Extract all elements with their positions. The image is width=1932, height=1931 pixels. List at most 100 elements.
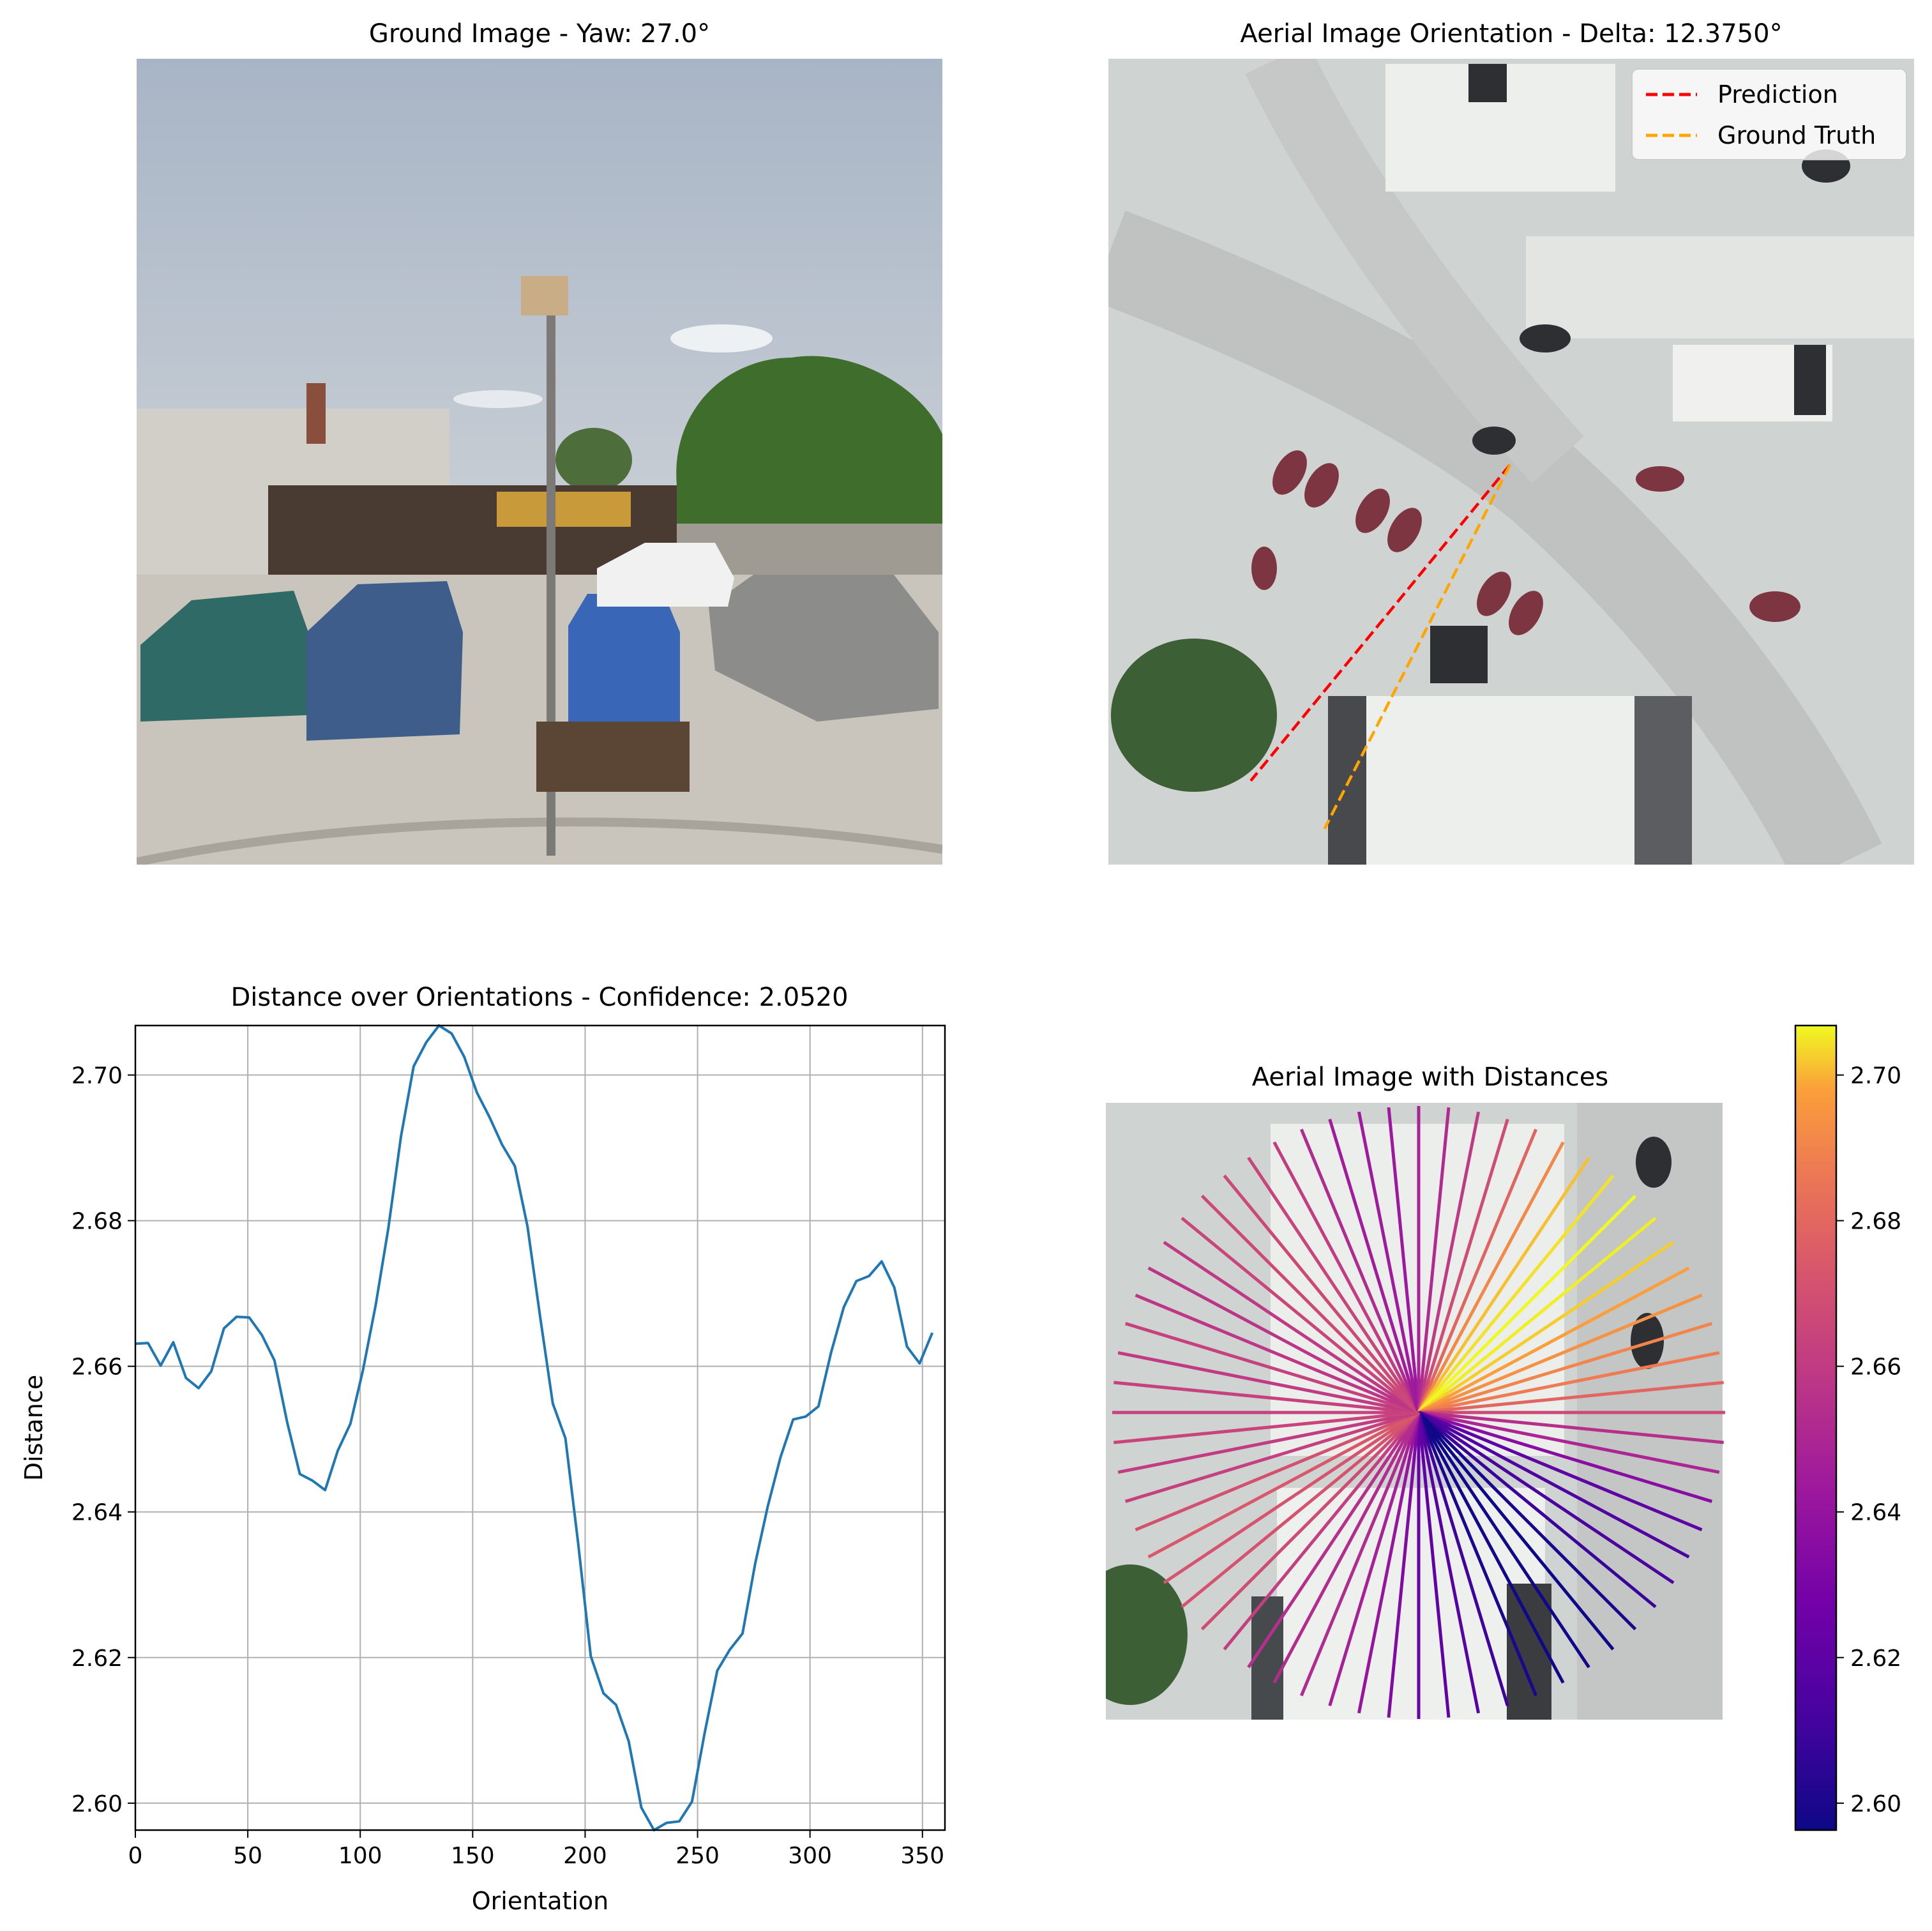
distance-ray xyxy=(1418,1411,1724,1444)
colorbar-gradient xyxy=(1794,1024,1838,1831)
car xyxy=(709,575,939,722)
distance-ray xyxy=(1418,1351,1720,1414)
distance-ray xyxy=(1418,1411,1720,1474)
car xyxy=(1794,345,1826,415)
tree xyxy=(1111,639,1277,792)
x-tick-label: 200 xyxy=(563,1843,607,1869)
distance-ray xyxy=(1417,1411,1615,1651)
car xyxy=(1355,488,1390,533)
distance-ray xyxy=(1417,1194,1637,1414)
car xyxy=(597,543,734,607)
colorbar-tick-label: 2.68 xyxy=(1850,1209,1901,1235)
distance-ray xyxy=(1417,1411,1690,1559)
distance-ray xyxy=(1181,1216,1420,1414)
road xyxy=(1245,59,1584,483)
bench xyxy=(536,722,690,792)
distance-ray xyxy=(1328,1412,1421,1707)
distance-ray xyxy=(1147,1411,1420,1559)
legend-box xyxy=(1631,68,1907,160)
car xyxy=(1749,591,1800,622)
x-tick-label: 50 xyxy=(233,1843,262,1869)
distance-ray xyxy=(1223,1174,1420,1414)
distance-ray xyxy=(1299,1412,1421,1697)
distance-ray xyxy=(1417,1412,1509,1707)
aerial-image-panel: Aerial Image Orientation - Delta: 12.375… xyxy=(1108,19,1914,865)
distance-ray xyxy=(1417,1174,1615,1414)
tree xyxy=(555,428,632,492)
car xyxy=(1636,466,1684,492)
radial-rays xyxy=(1112,1106,1725,1719)
distance-ray xyxy=(1387,1107,1421,1413)
y-axis-ticks: 2.60 2.62 2.64 2.66 2.68 2.70 xyxy=(72,1063,135,1817)
dark-lot xyxy=(1430,626,1488,683)
distance-ray xyxy=(1418,1322,1713,1414)
x-tick-label: 150 xyxy=(451,1843,495,1869)
distance-ray xyxy=(1417,1411,1657,1609)
lamp-head xyxy=(521,276,568,315)
distance-ray xyxy=(1223,1411,1420,1651)
distance-ray xyxy=(1417,1241,1675,1414)
parked-cars xyxy=(140,543,939,741)
x-axis-label: Orientation xyxy=(472,1887,609,1915)
ground-image-title: Ground Image - Yaw: 27.0° xyxy=(369,19,710,49)
store-sign xyxy=(497,492,631,527)
y-axis-label: Distance xyxy=(20,1375,48,1481)
car xyxy=(1472,427,1516,455)
distance-ray xyxy=(1417,1128,1538,1413)
colorbar: 2.60 2.62 2.64 2.66 2.68 2.70 xyxy=(1794,1024,1901,1831)
distance-ray xyxy=(1147,1266,1420,1414)
car xyxy=(1509,591,1543,635)
cloud xyxy=(453,390,543,408)
roof-shadow xyxy=(1634,696,1692,865)
distance-ray xyxy=(1418,1381,1724,1414)
roof xyxy=(1366,696,1634,865)
distance-ray xyxy=(1387,1412,1421,1718)
distance-ray xyxy=(1200,1411,1420,1631)
roof-shadow xyxy=(1507,1584,1551,1720)
ground-truth-line xyxy=(1323,464,1512,830)
distance-chart-title: Distance over Orientations - Confidence:… xyxy=(230,983,848,1012)
legend-label-ground-truth: Ground Truth xyxy=(1717,121,1876,149)
parked-cars xyxy=(1251,450,1800,635)
y-tick-label: 2.70 xyxy=(72,1063,123,1089)
ground-image-panel: Ground Image - Yaw: 27.0° xyxy=(137,19,942,865)
y-tick-label: 2.64 xyxy=(72,1500,123,1526)
x-tick-label: 300 xyxy=(788,1843,832,1869)
distance-ray xyxy=(1417,1107,1451,1413)
distance-ray xyxy=(1117,1411,1419,1474)
aerial-image-title: Aerial Image Orientation - Delta: 12.375… xyxy=(1240,19,1782,49)
road xyxy=(1108,210,1882,865)
colorbar-tick-label: 2.70 xyxy=(1850,1063,1901,1089)
car xyxy=(1477,572,1511,616)
distance-ray xyxy=(1181,1411,1420,1609)
distance-ray xyxy=(1272,1411,1421,1684)
distance-ray xyxy=(1417,1216,1657,1414)
roof-shadow xyxy=(1251,1596,1283,1720)
x-tick-label: 0 xyxy=(128,1843,143,1869)
x-tick-label: 350 xyxy=(900,1843,944,1869)
distance-ray xyxy=(1417,1111,1481,1413)
distance-ray xyxy=(1299,1128,1421,1413)
colorbar-ticks: 2.60 2.62 2.64 2.66 2.68 2.70 xyxy=(1836,1063,1901,1817)
roof xyxy=(1526,236,1914,338)
distance-ray xyxy=(1417,1266,1690,1414)
distance-ray xyxy=(1417,1412,1481,1714)
car xyxy=(1251,547,1277,590)
tree xyxy=(676,356,942,575)
aerial-legend: Prediction Ground Truth xyxy=(1631,68,1907,160)
radial-distances-panel: Aerial Image with Distances 2.60 2.62 2.64… xyxy=(1106,1024,1901,1831)
car xyxy=(306,581,463,741)
y-tick-label: 2.66 xyxy=(72,1354,123,1381)
y-tick-label: 2.60 xyxy=(72,1791,123,1817)
distance-ray xyxy=(1417,1411,1565,1684)
distance-ray xyxy=(1117,1351,1419,1414)
distance-ray xyxy=(1417,1412,1538,1697)
distance-ray xyxy=(1417,1411,1590,1669)
distance-ray xyxy=(1417,1411,1675,1584)
car xyxy=(1631,1313,1664,1369)
distance-ray xyxy=(1417,1156,1590,1414)
distance-ray xyxy=(1124,1322,1419,1414)
distance-ray xyxy=(1124,1411,1419,1503)
x-axis-ticks: 0 50 100 150 200 250 300 350 xyxy=(128,1830,944,1869)
y-tick-label: 2.68 xyxy=(72,1209,123,1235)
